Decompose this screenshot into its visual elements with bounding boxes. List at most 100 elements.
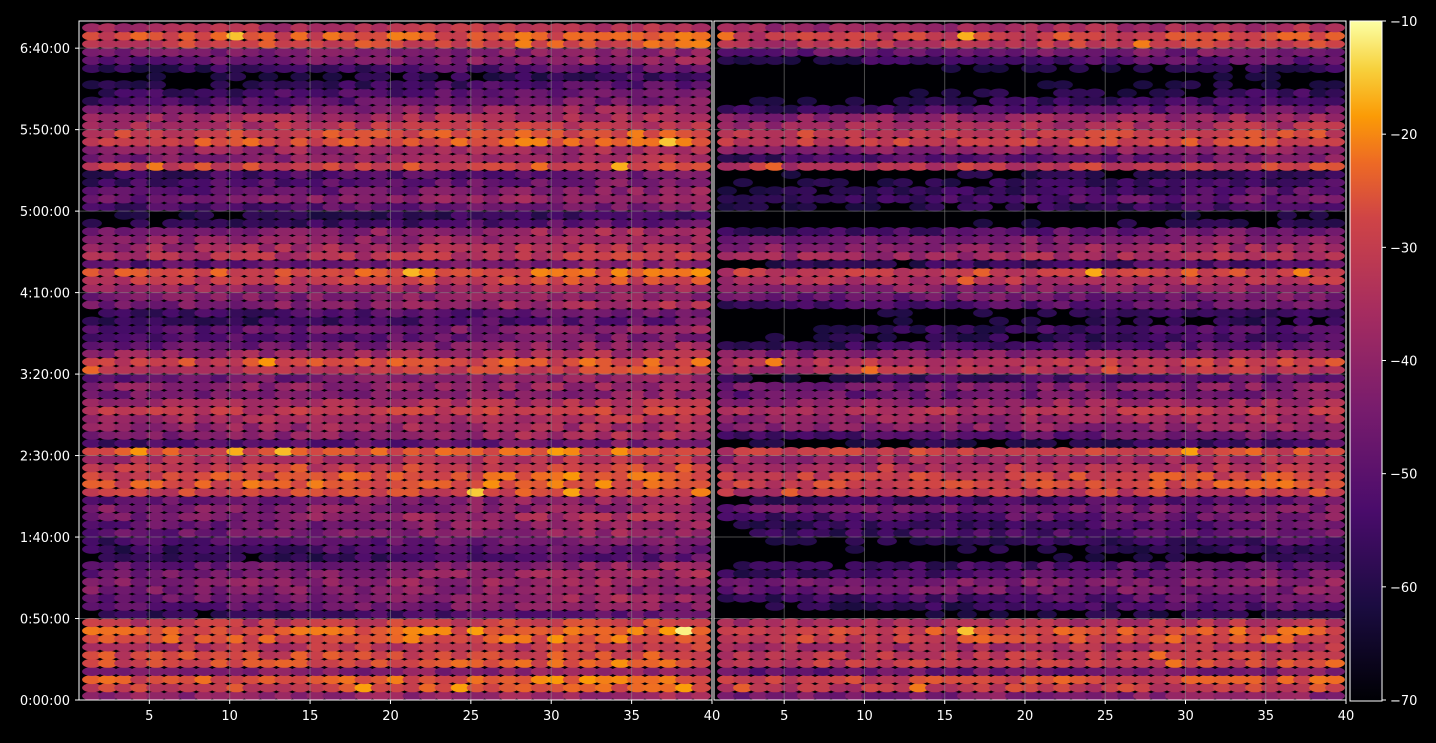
heatmap-cell	[941, 455, 961, 465]
heatmap-cell	[1069, 447, 1089, 456]
heatmap-cell	[925, 381, 945, 391]
heatmap-cell	[1021, 626, 1041, 636]
heatmap-cell	[98, 275, 118, 285]
heatmap-cell	[130, 23, 151, 33]
heatmap-cell	[322, 39, 343, 49]
heatmap-cell	[514, 227, 535, 236]
heatmap-cell	[210, 251, 231, 261]
heatmap-cell	[909, 634, 929, 644]
heatmap-cell	[210, 357, 231, 367]
heatmap-cell	[322, 349, 343, 359]
heatmap-cell	[546, 47, 567, 57]
heatmap-cell	[1149, 438, 1169, 448]
heatmap-cell	[210, 561, 231, 571]
heatmap-cell	[450, 683, 471, 693]
heatmap-cell	[370, 609, 391, 619]
heatmap-cell	[611, 658, 631, 668]
heatmap-cell	[973, 667, 993, 676]
heatmap-cell	[82, 430, 102, 440]
heatmap-cell	[781, 577, 801, 587]
heatmap-cell	[514, 316, 535, 326]
heatmap-cell	[450, 357, 471, 367]
heatmap-cell	[562, 398, 583, 408]
heatmap-cell	[338, 438, 359, 448]
heatmap-cell	[877, 691, 897, 701]
heatmap-cell	[274, 536, 295, 546]
heatmap-cell	[290, 121, 311, 131]
heatmap-cell	[797, 642, 817, 652]
heatmap-cell	[274, 88, 295, 98]
heatmap-cell	[322, 683, 343, 693]
heatmap-cell	[258, 593, 279, 603]
heatmap-cell	[1165, 675, 1185, 685]
heatmap-cell	[659, 544, 679, 554]
heatmap-cell	[973, 455, 993, 465]
heatmap-cell	[1213, 398, 1233, 408]
heatmap-cell	[354, 585, 375, 595]
heatmap-cell	[162, 178, 183, 188]
heatmap-cell	[925, 414, 945, 424]
heatmap-cell	[925, 455, 945, 465]
heatmap-cell	[781, 300, 801, 310]
heatmap-cell	[1053, 430, 1073, 440]
heatmap-cell	[813, 683, 833, 693]
heatmap-cell	[733, 650, 753, 660]
heatmap-cell	[274, 218, 295, 228]
heatmap-cell	[242, 667, 263, 676]
heatmap-cell	[146, 365, 167, 375]
heatmap-cell	[909, 495, 929, 505]
heatmap-cell	[370, 406, 391, 416]
heatmap-cell	[210, 381, 231, 391]
heatmap-cell	[402, 39, 423, 49]
heatmap-cell	[659, 422, 679, 432]
heatmap-cell	[594, 218, 615, 228]
heatmap-cell	[594, 650, 615, 660]
heatmap-cell	[1197, 650, 1217, 660]
heatmap-cell	[877, 463, 897, 473]
heatmap-cell	[1165, 520, 1185, 530]
heatmap-cell	[194, 186, 215, 196]
heatmap-cell	[594, 178, 615, 188]
heatmap-cell	[1165, 618, 1185, 628]
heatmap-cell	[514, 593, 535, 603]
heatmap-cell	[482, 55, 503, 65]
heatmap-cell	[370, 235, 391, 245]
heatmap-cell	[514, 528, 535, 538]
heatmap-cell	[957, 536, 977, 546]
heatmap-cell	[194, 316, 215, 326]
heatmap-cell	[258, 528, 279, 538]
heatmap-cell	[1117, 357, 1137, 367]
heatmap-cell	[210, 422, 231, 432]
heatmap-cell	[957, 626, 977, 636]
heatmap-cell	[146, 479, 167, 489]
heatmap-cell	[482, 137, 503, 147]
heatmap-cell	[226, 455, 247, 465]
heatmap-cell	[530, 544, 551, 554]
heatmap-cell	[765, 683, 785, 693]
heatmap-cell	[514, 80, 535, 90]
heatmap-cell	[466, 275, 487, 285]
heatmap-cell	[691, 414, 711, 424]
heatmap-cell	[1053, 552, 1073, 562]
heatmap-cell	[226, 267, 247, 277]
heatmap-cell	[611, 308, 631, 318]
heatmap-cell	[845, 300, 865, 310]
heatmap-cell	[813, 618, 833, 628]
heatmap-cell	[643, 520, 663, 530]
heatmap-cell	[973, 463, 993, 473]
heatmap-cell	[611, 80, 631, 90]
heatmap-cell	[146, 316, 167, 326]
heatmap-cell	[226, 64, 247, 73]
heatmap-cell	[226, 520, 247, 530]
heatmap-cell	[989, 634, 1009, 644]
heatmap-cell	[578, 259, 599, 269]
heatmap-cell	[1037, 430, 1057, 440]
heatmap-cell	[242, 536, 263, 546]
heatmap-cell	[402, 227, 423, 236]
heatmap-cell	[1149, 691, 1169, 701]
heatmap-cell	[1229, 512, 1249, 522]
heatmap-cell	[643, 544, 663, 554]
heatmap-cell	[386, 39, 407, 49]
heatmap-cell	[162, 316, 183, 326]
heatmap-cell	[482, 275, 503, 285]
